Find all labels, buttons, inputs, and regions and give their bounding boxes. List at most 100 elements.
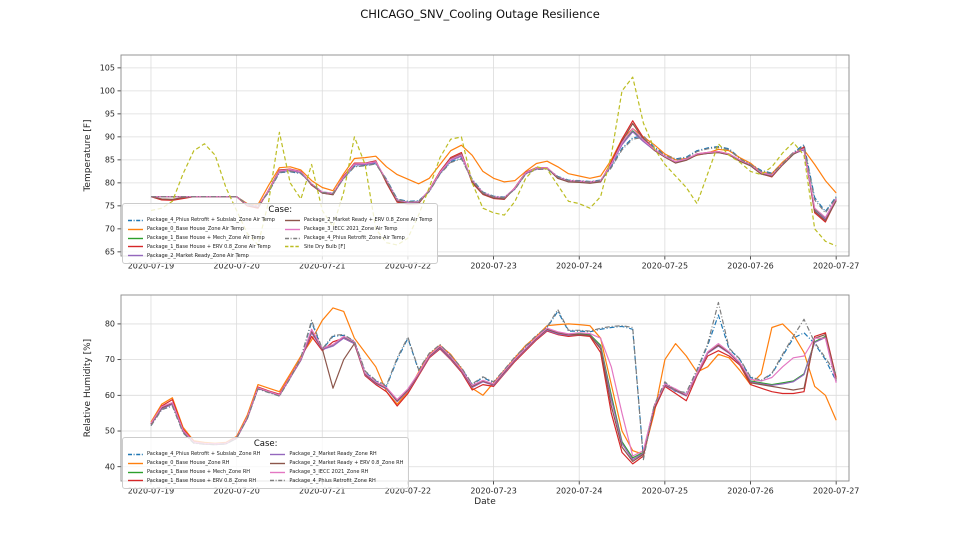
y-tick-label: 40 — [105, 462, 115, 471]
x-tick-label: 2020-07-22 — [385, 487, 432, 496]
x-tick-label: 2020-07-24 — [556, 487, 603, 496]
series-line-pkg0_base_rh — [150, 307, 837, 455]
y-tick-label: 80 — [105, 178, 115, 187]
legend-item-label: Package_1_Base House + Mech_Zone RH — [147, 469, 251, 476]
legend-item-label: Package_0_Base House_Zone RH — [147, 460, 230, 467]
legend-item-label: Package_2_Market Ready_Zone RH — [289, 451, 377, 458]
legend-swatch-line — [284, 246, 300, 248]
legend-item: Package_2_Market Ready_Zone Air Temp — [128, 251, 275, 260]
y-tick-label: 70 — [105, 355, 115, 364]
legend-swatch-line — [284, 228, 300, 230]
series-line-pkg3_iecc_rh — [150, 327, 837, 457]
y-tick-label: 105 — [100, 63, 115, 72]
legend-item: Package_0_Base House_Zone Air Temp — [128, 225, 275, 234]
legend-swatch-line — [270, 471, 286, 473]
x-tick-label: 2020-07-22 — [385, 262, 432, 271]
legend-item: Package_2_Market Ready + ERV 0.8_Zone Ai… — [284, 216, 433, 225]
x-axis-label: Date — [474, 497, 496, 507]
legend-item-label: Package_3_IECC 2021_Zone RH — [289, 469, 369, 476]
y-tick-label: 95 — [105, 109, 115, 118]
series-line-pkg4_retrofit_temp — [151, 136, 837, 214]
legend-item-label: Package_3_IECC 2021_Zone Air Temp — [303, 226, 398, 233]
legend-item-label: Package_4_Phius Retrofit + Subslab_Zone … — [147, 451, 261, 458]
legend-humidity: Case: Package_4_Phius Retrofit + Subslab_… — [122, 437, 410, 490]
y-tick-label: 100 — [100, 86, 115, 95]
y-tick-label: 85 — [105, 155, 115, 164]
legend-item: Package_1_Base House + ERV 0.8_Zone RH — [128, 476, 260, 485]
y-tick-label: 90 — [105, 132, 115, 141]
x-tick-label: 2020-07-25 — [642, 487, 689, 496]
x-tick-label: 2020-07-27 — [813, 487, 860, 496]
axes-frame — [120, 294, 850, 482]
legend-item: Package_4_Phius Retrofit_Zone Air Temp — [284, 234, 433, 243]
legend-item-label: Package_4_Phius Retrofit_Zone RH — [289, 477, 376, 484]
legend-swatch-line — [128, 462, 143, 464]
x-tick-label: 2020-07-24 — [556, 262, 603, 271]
x-tick-label: 2020-07-20 — [213, 262, 260, 271]
legend-swatch-line — [270, 480, 286, 482]
legend-swatch-line — [128, 471, 143, 473]
legend-item: Package_1_Base House + Mech_Zone Air Tem… — [128, 234, 275, 243]
axes-frame — [120, 54, 850, 257]
legend-swatch-line — [128, 453, 143, 456]
y-tick-label: 80 — [105, 320, 115, 329]
y-axis-label-humidity: Relative Humidity [%] — [83, 339, 93, 437]
y-tick-label: 60 — [105, 391, 115, 400]
x-tick-label: 2020-07-26 — [727, 262, 774, 271]
legend-item-label: Package_4_Phius Retrofit + Subslab_Zone … — [147, 217, 275, 224]
legend-item: Package_4_Phius Retrofit + Subslab_Zone … — [128, 450, 260, 459]
legend-item: Package_2_Market Ready_Zone RH — [270, 450, 403, 459]
legend-item-label: Package_2_Market Ready_Zone Air Temp — [147, 252, 249, 259]
x-tick-label: 2020-07-26 — [727, 487, 774, 496]
x-tick-label: 2020-07-23 — [470, 262, 517, 271]
legend-temperature: Case: Package_4_Phius Retrofit + Subslab_… — [122, 203, 439, 265]
legend-item: Package_4_Phius Retrofit + Subslab_Zone … — [128, 216, 275, 225]
x-tick-label: 2020-07-19 — [128, 487, 175, 496]
axes-humidity: 2020-07-19 2020-07-20 2020-07-21 2020-07-22… — [83, 294, 860, 507]
legend-title: Case: — [253, 439, 278, 449]
legend-item: Package_3_IECC 2021_Zone RH — [270, 468, 403, 477]
axes-temperature: 2020-07-19 2020-07-20 2020-07-21 2020-07-22… — [83, 54, 860, 271]
x-tick-label: 2020-07-21 — [299, 487, 346, 496]
legend-swatch-line — [128, 246, 143, 248]
legend-title: Case: — [268, 205, 293, 215]
y-tick-label: 65 — [105, 247, 115, 256]
legend-item-label: Package_1_Base House + Mech_Zone Air Tem… — [147, 235, 265, 242]
legend-item: Package_3_IECC 2021_Zone Air Temp — [284, 225, 433, 234]
legend-swatch-line — [128, 219, 143, 222]
y-tick-label: 70 — [105, 224, 115, 233]
x-tick-label: 2020-07-21 — [299, 262, 346, 271]
legend-item-label: Package_1_Base House + ERV 0.8_Zone Air … — [147, 243, 271, 250]
legend-item-label: Package_2_Market Ready + ERV 0.8_Zone Ai… — [303, 217, 433, 224]
legend-swatch-line — [284, 219, 300, 222]
legend-item: Package_2_Market Ready + ERV 0.8_Zone RH — [270, 459, 403, 468]
legend-swatch-line — [270, 453, 286, 456]
y-axis-label-temperature: Temperature [F] — [83, 119, 93, 192]
series-line-pkg4_retrofit_rh — [150, 301, 837, 461]
x-tick-label: 2020-07-27 — [813, 262, 860, 271]
series-line-pkg0_base_temp — [151, 128, 837, 206]
x-tick-label: 2020-07-20 — [213, 487, 260, 496]
legend-item-label: Package_2_Market Ready + ERV 0.8_Zone RH — [289, 460, 404, 467]
legend-item-label: Site Dry Bulb [F] — [303, 243, 346, 250]
x-tick-label: 2020-07-25 — [642, 262, 689, 271]
legend-swatch-line — [128, 228, 143, 230]
legend-item-label: Package_4_Phius Retrofit_Zone Air Temp — [303, 235, 405, 242]
x-tick-label: 2020-07-23 — [470, 487, 517, 496]
legend-swatch-line — [284, 237, 300, 239]
legend-item: Package_1_Base House + Mech_Zone RH — [128, 468, 260, 477]
legend-swatch-line — [128, 237, 143, 239]
legend-item-label: Package_0_Base House_Zone Air Temp — [147, 226, 244, 233]
legend-item: Site Dry Bulb [F] — [284, 242, 433, 251]
legend-item: Package_0_Base House_Zone RH — [128, 459, 260, 468]
y-tick-label: 75 — [105, 201, 115, 210]
legend-item: Package_1_Base House + ERV 0.8_Zone Air … — [128, 242, 275, 251]
legend-item: Package_4_Phius Retrofit_Zone RH — [270, 476, 403, 485]
legend-swatch-line — [128, 254, 143, 257]
y-tick-label: 50 — [105, 427, 115, 436]
legend-swatch-line — [270, 462, 286, 464]
chart-title: CHICAGO_SNV_Cooling Outage Resilience — [360, 7, 600, 21]
